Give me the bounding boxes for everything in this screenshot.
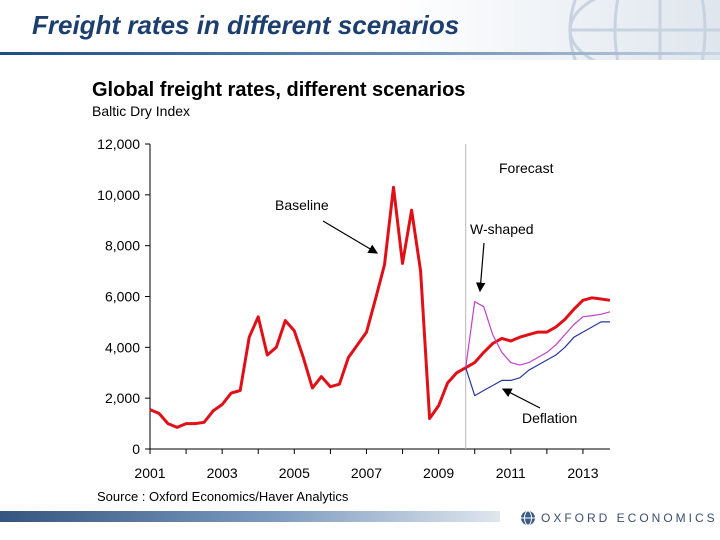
x-tick-label: 2003	[207, 465, 238, 481]
annotation-forecast: Forecast	[499, 160, 554, 176]
y-tick-label: 4,000	[105, 339, 140, 355]
x-tick-label: 2013	[567, 465, 598, 481]
x-tick-label: 2005	[279, 465, 310, 481]
globe-grid-icon	[568, 0, 720, 60]
chart-annotations: Forecast Baseline W-shaped Deflation	[275, 160, 577, 426]
x-tick-label: 2007	[351, 465, 382, 481]
arrow-w-shaped	[475, 242, 486, 293]
header-divider	[0, 52, 720, 55]
chart-axes: 0 2,000 4,000 6,000 8,000 10,000 12,000 2001 200…	[97, 136, 610, 481]
chart-series	[149, 185, 611, 429]
y-tick-label: 8,000	[105, 238, 140, 254]
brand-footer: OXFORD ECONOMICS	[520, 510, 718, 526]
series-line-w-shaped	[465, 301, 611, 368]
y-tick-label: 6,000	[105, 289, 140, 305]
annotation-w-shaped: W-shaped	[470, 221, 534, 237]
y-tick-label: 12,000	[97, 136, 140, 152]
chart-title: Global freight rates, different scenario…	[92, 79, 466, 101]
series-line-baseline	[149, 185, 611, 429]
chart-subtitle: Baltic Dry Index	[92, 103, 191, 119]
series-line-deflation	[465, 321, 610, 397]
arrow-baseline	[322, 220, 379, 254]
slide-header: Freight rates in different scenarios	[0, 0, 720, 60]
globe-logo-icon	[521, 510, 535, 526]
annotation-baseline: Baseline	[275, 197, 329, 213]
y-tick-label: 10,000	[97, 187, 140, 203]
x-tick-label: 2011	[496, 465, 526, 481]
page-title: Freight rates in different scenarios	[32, 10, 460, 40]
x-tick-label: 2001	[134, 465, 165, 481]
x-tick-label: 2009	[423, 465, 454, 481]
footer-bar	[0, 511, 500, 522]
y-tick-label: 2,000	[105, 390, 140, 406]
y-tick-label: 0	[132, 441, 140, 457]
annotation-deflation: Deflation	[522, 410, 577, 426]
chart-source: Source : Oxford Economics/Haver Analytic…	[97, 489, 349, 504]
arrow-deflation	[501, 388, 541, 409]
brand-name: OXFORD ECONOMICS	[541, 511, 718, 525]
